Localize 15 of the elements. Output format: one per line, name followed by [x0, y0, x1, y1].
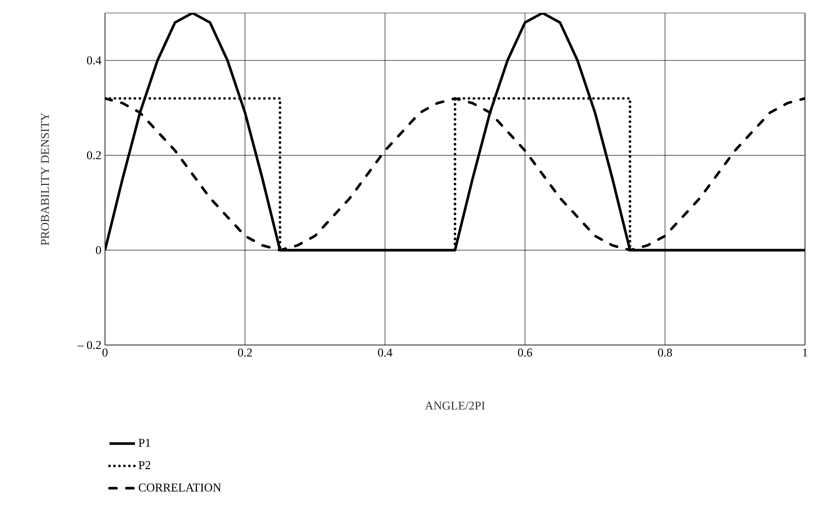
y-axis-title: PROBABILITY DENSITY [40, 112, 49, 246]
x-tick-label: 1 [803, 348, 808, 356]
legend-label: P2 [138, 461, 150, 470]
x-tick-label: 0.8 [658, 348, 672, 357]
x-axis-title: ANGLE/2PI [424, 402, 485, 410]
x-tick-label: 0.6 [518, 348, 532, 357]
legend-label: P1 [138, 438, 150, 447]
y-tick-label: 0.2 [86, 151, 101, 160]
y-tick-label: 0 [96, 246, 102, 254]
x-tick-label: 0.4 [378, 348, 392, 357]
y-tick-label: – 0.2 [77, 340, 101, 350]
y-tick-label: 0.4 [86, 56, 102, 64]
x-tick-label: 0 [102, 348, 108, 357]
x-tick-label: 0.2 [238, 348, 252, 357]
legend-label: CORRELATION [138, 484, 222, 492]
